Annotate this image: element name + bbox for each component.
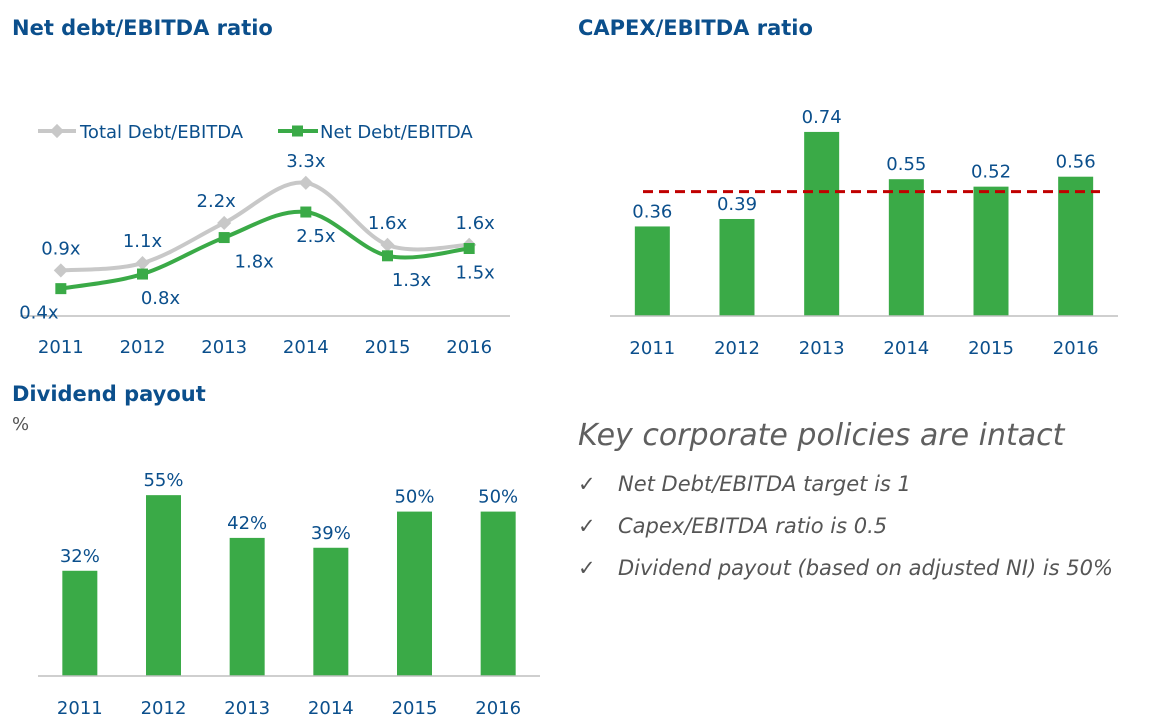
dividend-unit-label: % (12, 414, 30, 435)
legend-net-debt-marker (292, 125, 303, 137)
net-debt-data-label: 1.8x (235, 252, 275, 273)
capex-x-tick-label: 2013 (799, 338, 845, 359)
policies-panel: Key corporate policies are intact ✓ Net D… (578, 418, 1113, 589)
capex-data-label: 0.39 (717, 194, 757, 215)
legend-total-debt-label: Total Debt/EBITDA (79, 122, 244, 143)
net-debt-line (60, 209, 470, 291)
policy-item: ✓ Dividend payout (based on adjusted NI) … (578, 547, 1113, 589)
net-debt-marker (218, 232, 230, 244)
capex-bar (1058, 176, 1094, 316)
dividend-bar (62, 570, 98, 676)
capex-bar (973, 186, 1009, 316)
total-debt-marker (380, 237, 395, 252)
total-debt-data-label: 0.9x (41, 238, 81, 259)
total-debt-marker (217, 215, 232, 231)
capex-x-tick-label: 2014 (883, 338, 929, 359)
capex-data-label: 0.36 (632, 201, 672, 222)
capex-bar (888, 179, 924, 316)
net-debt-data-label: 0.4x (19, 303, 59, 324)
legend-total-debt-marker (49, 123, 65, 139)
legend-net-debt-label: Net Debt/EBITDA (320, 122, 473, 143)
capex-data-label: 0.55 (886, 154, 926, 175)
check-icon: ✓ (578, 556, 596, 580)
dividend-data-label: 55% (143, 470, 183, 491)
total-debt-data-label: 1.6x (368, 213, 408, 234)
net-debt-data-label: 0.8x (141, 288, 181, 309)
capex-bar (719, 218, 755, 316)
policy-item: ✓ Net Debt/EBITDA target is 1 (578, 463, 1113, 505)
x-tick-label: 2012 (120, 337, 166, 358)
dividend-bar (480, 511, 516, 676)
dividend-x-tick-label: 2015 (392, 698, 438, 719)
net-debt-data-label: 2.5x (296, 226, 336, 247)
total-debt-data-label: 1.1x (123, 231, 163, 252)
dividend-data-label: 39% (311, 523, 351, 544)
policy-item-text: Capex/EBITDA ratio is 0.5 (618, 514, 888, 538)
dividend-x-tick-label: 2012 (141, 698, 187, 719)
net-debt-chart-title: Net debt/EBITDA ratio (12, 16, 273, 40)
net-debt-marker (55, 283, 67, 295)
dividend-x-tick-label: 2014 (308, 698, 354, 719)
dividend-bar (397, 511, 432, 676)
dividend-bar (229, 537, 265, 676)
check-icon: ✓ (578, 472, 596, 496)
capex-data-label: 0.52 (971, 162, 1011, 183)
capex-x-tick-label: 2016 (1053, 338, 1099, 359)
total-debt-marker (53, 263, 68, 278)
total-debt-marker (298, 175, 313, 190)
net-debt-data-label: 1.5x (456, 263, 496, 284)
total-debt-data-label: 1.6x (456, 213, 496, 234)
x-tick-label: 2015 (365, 337, 411, 358)
policy-item-text: Dividend payout (based on adjusted NI) i… (618, 556, 1113, 580)
dividend-bar (146, 495, 181, 676)
x-tick-label: 2016 (446, 337, 492, 358)
dividend-bar (313, 547, 349, 676)
dividend-data-label: 32% (60, 546, 100, 567)
dividend-x-tick-label: 2016 (475, 698, 521, 719)
dividend-chart-title: Dividend payout (12, 382, 206, 406)
capex-x-tick-label: 2011 (629, 338, 675, 359)
check-icon: ✓ (578, 514, 596, 538)
net-debt-data-label: 1.3x (392, 270, 432, 291)
policy-item-text: Net Debt/EBITDA target is 1 (618, 472, 911, 496)
capex-data-label: 0.74 (802, 107, 842, 128)
capex-bar (804, 131, 840, 316)
dividend-data-label: 42% (227, 513, 267, 534)
net-debt-marker (463, 243, 475, 255)
x-tick-label: 2013 (201, 337, 247, 358)
total-debt-line (60, 180, 470, 273)
capex-data-label: 0.56 (1056, 152, 1096, 173)
x-tick-label: 2014 (283, 337, 329, 358)
policies-heading: Key corporate policies are intact (578, 418, 1065, 453)
dividend-data-label: 50% (394, 487, 434, 508)
capex-chart-title: CAPEX/EBITDA ratio (578, 16, 813, 40)
capex-x-tick-label: 2015 (968, 338, 1014, 359)
x-tick-label: 2011 (38, 337, 84, 358)
dividend-x-tick-label: 2011 (57, 698, 103, 719)
total-debt-data-label: 3.3x (286, 151, 326, 172)
net-debt-marker (382, 250, 393, 262)
net-debt-marker (300, 206, 312, 218)
capex-x-tick-label: 2012 (714, 338, 760, 359)
net-debt-marker (137, 268, 148, 280)
capex-bar (634, 226, 670, 316)
total-debt-marker (135, 256, 150, 271)
dividend-x-tick-label: 2013 (224, 698, 270, 719)
dividend-data-label: 50% (478, 487, 518, 508)
policy-item: ✓ Capex/EBITDA ratio is 0.5 (578, 505, 1113, 547)
total-debt-data-label: 2.2x (197, 191, 237, 212)
